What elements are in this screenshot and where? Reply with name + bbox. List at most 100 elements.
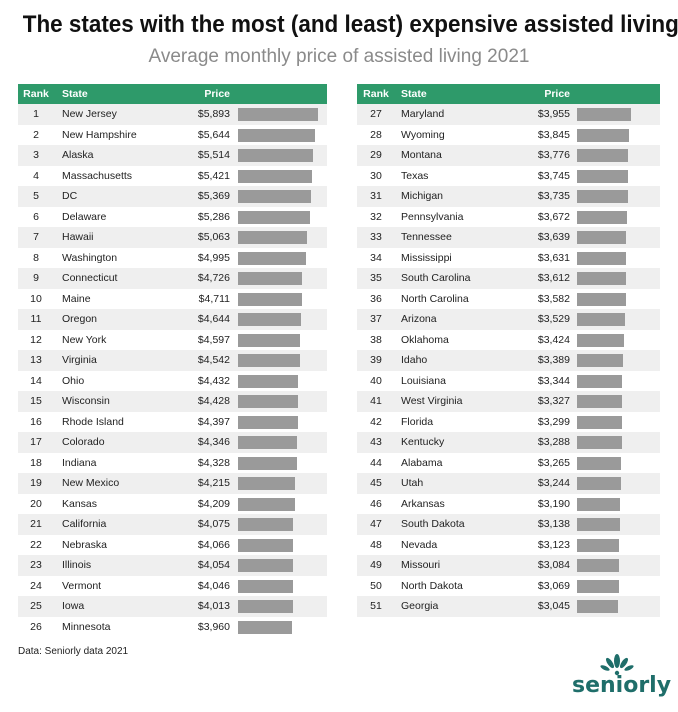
rank-cell: 22 — [30, 538, 42, 551]
rank-cell: 18 — [30, 456, 42, 469]
state-cell: West Virginia — [401, 395, 463, 407]
source-note: Data: Seniorly data 2021 — [18, 646, 129, 657]
price-cell: $4,075 — [197, 518, 230, 530]
price-bar — [238, 395, 299, 408]
state-cell: Arizona — [401, 313, 437, 325]
price-bar — [577, 313, 625, 326]
table-row: 28 Wyoming $3,845 — [357, 125, 660, 146]
price-cell: $3,190 — [537, 497, 570, 510]
header-price: Price — [204, 88, 230, 100]
page-subtitle: Average monthly price of assisted living… — [148, 46, 530, 67]
table-row: 22 Nebraska $4,066 — [18, 535, 327, 556]
seniorly-logo: seniorly — [572, 653, 671, 703]
price-cell: $4,644 — [197, 313, 230, 325]
price-bar — [238, 456, 297, 470]
header-state: State — [62, 88, 88, 100]
state-cell: California — [62, 518, 107, 530]
rank-cell: 17 — [30, 436, 42, 448]
rank-cell: 15 — [30, 395, 42, 407]
state-cell: Texas — [401, 169, 429, 182]
rank-cell: 51 — [370, 600, 382, 612]
price-bar — [238, 333, 301, 347]
table-row: 42 Florida $3,299 — [357, 412, 660, 433]
rank-cell: 33 — [370, 231, 382, 243]
price-cell: $3,123 — [537, 538, 570, 551]
price-bar — [238, 559, 293, 572]
price-bar — [577, 292, 626, 306]
state-cell: Georgia — [401, 600, 439, 612]
rank-cell: 39 — [370, 354, 382, 366]
price-cell: $5,893 — [197, 108, 230, 120]
table-row: 19 New Mexico $4,215 — [18, 473, 327, 494]
rank-cell: 35 — [370, 272, 382, 284]
price-bar — [238, 149, 313, 162]
state-cell: Virginia — [62, 354, 97, 366]
table-row: 12 New York $4,597 — [18, 330, 327, 351]
table-row: 47 South Dakota $3,138 — [357, 514, 660, 535]
table-row: 4 Massachusetts $5,421 — [18, 166, 327, 187]
state-cell: Michigan — [401, 190, 444, 202]
table-row: 43 Kentucky $3,288 — [357, 432, 660, 453]
table-row: 30 Texas $3,745 — [357, 166, 660, 187]
rank-cell: 30 — [370, 169, 382, 182]
price-bar — [238, 538, 294, 552]
table-row: 10 Maine $4,711 — [18, 289, 327, 310]
rank-cell: 27 — [370, 108, 382, 120]
state-cell: Nebraska — [62, 538, 107, 551]
table-row: 33 Tennessee $3,639 — [357, 227, 660, 248]
price-cell: $3,138 — [537, 518, 570, 530]
table-row: 45 Utah $3,244 — [357, 473, 660, 494]
price-bar — [238, 292, 302, 306]
page-title-wrap: The states with the most (and least) exp… — [0, 10, 678, 40]
price-bar — [577, 251, 627, 265]
price-cell: $3,244 — [537, 477, 570, 489]
price-bar — [238, 190, 311, 203]
header-price: Price — [544, 88, 570, 100]
price-cell: $4,215 — [197, 477, 230, 489]
price-cell: $3,327 — [537, 395, 570, 407]
price-cell: $4,066 — [197, 538, 230, 551]
state-cell: Delaware — [62, 210, 107, 223]
table-row: 29 Montana $3,776 — [357, 145, 660, 166]
state-cell: Maryland — [401, 108, 445, 120]
price-cell: $5,063 — [197, 231, 230, 243]
state-cell: Florida — [401, 415, 434, 428]
price-bar — [577, 559, 619, 572]
table-row: 5 DC $5,369 — [18, 186, 327, 207]
table-row: 26 Minnesota $3,960 — [18, 617, 327, 638]
table-right: Rank State Price 27 Maryland $3,955 28 Wyomi… — [357, 84, 660, 617]
state-cell: Oklahoma — [401, 333, 449, 346]
price-cell: $4,054 — [197, 559, 230, 571]
table-row: 6 Delaware $5,286 — [18, 207, 327, 228]
state-cell: Ohio — [62, 374, 85, 387]
state-cell: New Jersey — [62, 108, 117, 120]
rank-cell: 6 — [33, 210, 39, 223]
rank-cell: 8 — [33, 251, 39, 264]
rank-cell: 34 — [370, 251, 382, 264]
rank-cell: 43 — [370, 436, 382, 448]
table-row: 41 West Virginia $3,327 — [357, 391, 660, 412]
table-row: 27 Maryland $3,955 — [357, 104, 660, 125]
price-cell: $5,514 — [197, 149, 230, 161]
price-bar — [577, 374, 623, 388]
rank-cell: 45 — [370, 477, 382, 489]
rank-cell: 46 — [370, 497, 382, 510]
header-rank: Rank — [363, 88, 389, 100]
state-cell: Hawaii — [62, 231, 94, 243]
table-row: 11 Oregon $4,644 — [18, 309, 327, 330]
table-row: 7 Hawaii $5,063 — [18, 227, 327, 248]
rank-cell: 9 — [33, 272, 39, 284]
price-cell: $3,845 — [537, 128, 570, 141]
price-cell: $4,046 — [197, 579, 230, 592]
table-row: 8 Washington $4,995 — [18, 248, 327, 269]
price-bar — [577, 149, 629, 162]
price-bar — [238, 210, 310, 224]
rank-cell: 37 — [370, 313, 382, 325]
price-cell: $3,582 — [537, 292, 570, 305]
table-row: 39 Idaho $3,389 — [357, 350, 660, 371]
table-row: 17 Colorado $4,346 — [18, 432, 327, 453]
rank-cell: 24 — [30, 579, 42, 592]
rank-cell: 29 — [370, 149, 382, 161]
state-cell: North Dakota — [401, 579, 463, 592]
price-cell: $4,209 — [197, 497, 230, 510]
